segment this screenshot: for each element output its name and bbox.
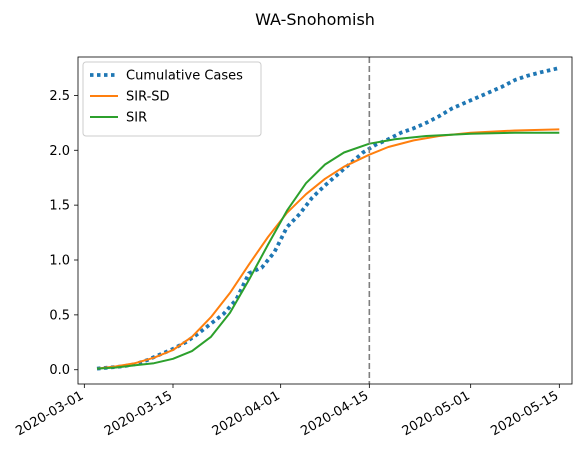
chart-title: WA-Snohomish — [255, 10, 375, 29]
y-tick-label: 2.0 — [49, 144, 70, 159]
series-line-2 — [96, 128, 560, 370]
y-tick-label: 0.0 — [49, 363, 70, 378]
legend: Cumulative Cases SIR-SD SIR — [82, 61, 262, 137]
y-tick-label: 1.5 — [49, 199, 70, 214]
y-tick-label: 0.5 — [49, 308, 70, 323]
series-layer — [96, 66, 560, 371]
y-axis: 0.0 0.5 1.0 1.5 2.0 2.5 — [49, 89, 78, 378]
legend-label: SIR — [126, 111, 147, 126]
legend-label: Cumulative Cases — [126, 69, 243, 84]
legend-label: SIR-SD — [126, 90, 170, 105]
plot-frame — [77, 56, 573, 385]
y-tick-label: 2.5 — [49, 89, 70, 104]
y-tick-label: 1.0 — [49, 254, 70, 269]
legend-box — [82, 61, 262, 137]
series-line-3 — [96, 131, 560, 370]
